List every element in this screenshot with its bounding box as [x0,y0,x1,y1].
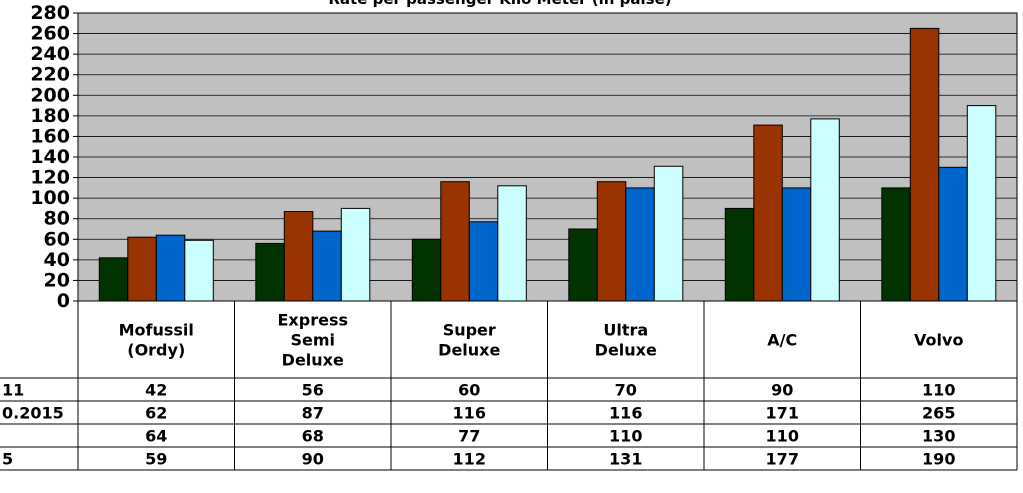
y-tick-label: 100 [30,187,70,209]
legend-row-label: 5 [2,450,13,469]
bar-series-1-cat-3 [411,238,442,302]
y-tick-label: 160 [30,125,70,147]
bar-series-1-cat-2 [255,242,285,302]
bar-series-4-cat-1 [184,239,214,302]
chart-title: Rate per passenger Kilo Meter (in paise) [328,0,671,8]
y-tick-label: 220 [30,64,70,86]
bar-series-3-cat-3 [468,221,499,302]
bar-series-4-cat-2 [340,207,371,302]
bar-series-3-cat-1 [155,234,186,302]
bar-series-2-cat-5 [753,124,783,302]
data-table-cell: 87 [302,404,324,423]
bar-series-3-cat-2 [312,230,342,302]
y-tick-label: 80 [44,208,70,230]
bar-series-2-cat-6 [909,27,940,302]
y-tick-label: 20 [44,269,70,291]
data-table-cell: 90 [771,381,793,400]
bar-series-4-cat-6 [966,105,997,302]
y-tick-label: 140 [30,146,70,168]
data-table-cell: 42 [145,381,167,400]
data-table-cell: 171 [766,404,799,423]
bar-series-3-cat-4 [625,187,655,302]
y-tick-label: 200 [30,84,70,106]
data-table-cell: 70 [615,381,637,400]
y-tick-label: 0 [57,290,70,312]
legend-row-label: 0.2015 [2,404,64,423]
y-tick-label: 240 [30,43,70,65]
x-category-label: Ultra Deluxe [595,321,657,360]
x-category-label: Express Semi Deluxe [278,311,349,370]
y-tick-label: 260 [30,23,70,45]
data-table-cell: 116 [453,404,486,423]
data-table-cell: 59 [145,450,167,469]
data-table-cell: 130 [922,427,955,446]
bar-series-4-cat-5 [810,118,840,302]
data-table-cell: 112 [453,450,486,469]
bar-series-2-cat-2 [283,211,314,302]
bar-series-4-cat-3 [497,185,527,302]
bar-series-2-cat-3 [440,181,470,302]
y-tick-label: 280 [30,2,70,24]
data-table-cell: 68 [302,427,324,446]
data-table-cell: 77 [458,427,480,446]
y-tick-label: 180 [30,105,70,127]
data-table-cell: 62 [145,404,167,423]
data-table-cell: 60 [458,381,480,400]
bar-series-1-cat-6 [881,187,911,302]
data-table-cell: 110 [766,427,799,446]
data-table-cell: 90 [302,450,324,469]
bar-series-1-cat-5 [724,207,755,302]
bar-series-2-cat-1 [127,236,157,302]
bar-series-1-cat-1 [98,257,129,302]
x-category-label: A/C [767,331,797,350]
x-category-label: Super Deluxe [438,321,500,360]
data-table-cell: 177 [766,450,799,469]
x-category-label: Volvo [914,331,963,350]
bar-series-3-cat-6 [938,166,968,302]
bar-series-2-cat-4 [596,181,627,302]
data-table-cell: 110 [922,381,955,400]
y-tick-label: 40 [44,249,70,271]
y-tick-label: 120 [30,167,70,189]
y-tick-label: 60 [44,228,70,250]
x-category-label: Mofussil (Ordy) [119,321,194,360]
data-table-cell: 56 [302,381,324,400]
data-table-cell: 116 [609,404,642,423]
bar-series-3-cat-5 [781,187,812,302]
data-table-cell: 265 [922,404,955,423]
data-table-cell: 64 [145,427,167,446]
data-table-cell: 131 [609,450,642,469]
legend-row-label: 11 [2,381,24,400]
data-table-cell: 190 [922,450,955,469]
data-table-cell: 110 [609,427,642,446]
bar-series-1-cat-4 [568,228,598,302]
bar-series-4-cat-4 [653,165,684,302]
